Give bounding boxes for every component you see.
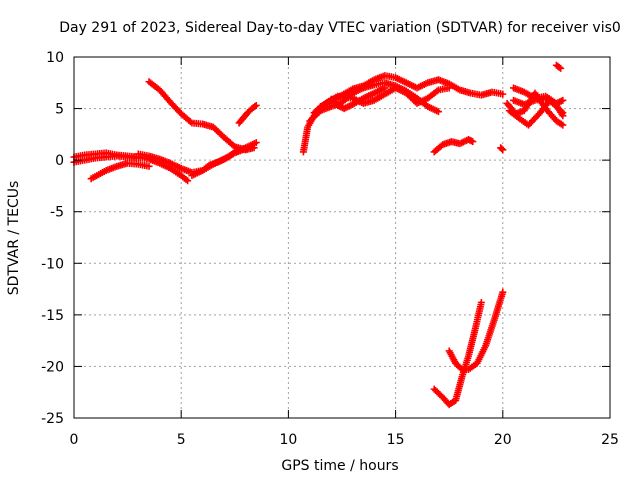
data-marker	[434, 108, 442, 116]
data-marker	[250, 144, 258, 152]
data-marker	[499, 90, 507, 98]
series-arc-19	[430, 298, 485, 409]
series-arc-7	[235, 101, 260, 127]
data-marker	[477, 298, 485, 306]
y-tick-label: 0	[55, 153, 64, 169]
y-axis-title: SDTVAR / TECUs	[6, 181, 22, 296]
series-arc-18	[497, 144, 507, 154]
x-tick-label: 5	[177, 432, 186, 448]
x-tick-label: 25	[601, 432, 619, 448]
data-marker	[445, 84, 453, 92]
data-marker	[186, 118, 194, 126]
data-marker	[457, 364, 465, 372]
y-tick-label: 5	[55, 102, 64, 118]
series-arc-20	[445, 288, 507, 374]
data-marker	[559, 96, 567, 104]
data-marker	[252, 139, 260, 147]
series-arc-11	[327, 84, 389, 113]
data-marker	[433, 87, 441, 95]
y-tick-label: -15	[41, 308, 64, 324]
data-marker	[559, 121, 567, 129]
data-marker	[381, 84, 389, 92]
series-arc-3	[87, 159, 153, 183]
chart-title: Day 291 of 2023, Sidereal Day-to-day VTE…	[59, 20, 621, 36]
data-marker	[145, 162, 153, 170]
x-tick-label: 10	[279, 432, 297, 448]
data-marker	[559, 112, 567, 120]
data-marker	[184, 177, 192, 185]
plot-frame	[73, 56, 611, 419]
data-marker	[557, 64, 565, 72]
x-tick-label: 20	[494, 432, 512, 448]
y-tick-label: -20	[41, 359, 64, 375]
x-axis-title: GPS time / hours	[281, 458, 398, 474]
data-marker	[251, 103, 259, 111]
x-tick-label: 0	[70, 432, 79, 448]
x-tick-label: 15	[387, 432, 405, 448]
data-marker	[469, 138, 477, 146]
y-tick-label: 10	[46, 50, 64, 66]
y-tick-label: -25	[41, 411, 64, 427]
y-tick-label: -10	[41, 256, 64, 272]
data-marker	[499, 288, 507, 296]
data-marker	[499, 146, 507, 154]
y-tick-label: -5	[50, 205, 64, 221]
series-arc-17	[552, 61, 565, 72]
data-points	[70, 61, 567, 409]
series-arc-12	[430, 136, 477, 156]
data-marker	[498, 145, 506, 153]
series-arc-16	[503, 89, 567, 129]
series-arc-6	[145, 78, 258, 154]
axis-ticks: 0 5 10 15 20 25 -25 -20 -15 -10 -5 0 5 10	[41, 50, 619, 448]
data-marker	[555, 63, 563, 71]
data-marker	[252, 101, 260, 109]
